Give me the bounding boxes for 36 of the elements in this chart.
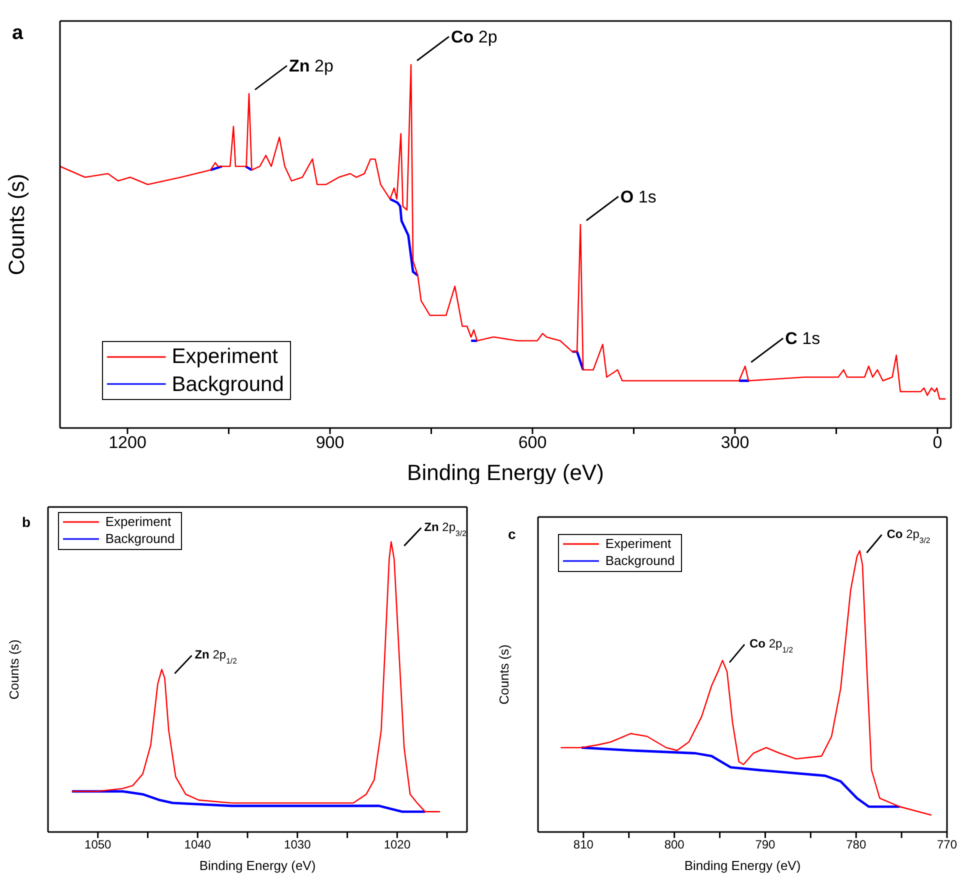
chart-title: b [22,514,31,530]
annotation: Zn 2p [289,56,334,76]
chart-title: c [508,526,516,542]
x-tick-label: 1030 [284,838,312,852]
annotation: Co 2p$_{3/2}$ [886,526,930,544]
x-tick-label: 1040 [184,838,212,852]
annotation: Co 2p [451,28,498,47]
legend-label: Experiment [172,344,278,370]
annotation: Zn 2p$_{1/2}$ [194,648,237,665]
legend-label: Experiment [605,536,672,553]
legend-label: Experiment [105,514,172,531]
x-tick-label: 900 [316,433,344,452]
y-axis-title: Counts (s) [496,644,512,704]
x-tick-label: 0 [932,433,942,452]
annotation: Zn 2p$_{3/2}$ [424,520,466,538]
y-axis-title: Counts (s) [4,174,30,276]
x-axis-title: Binding Energy (eV) [684,858,801,873]
x-tick-label: 1020 [384,838,411,852]
x-tick-label: 800 [664,838,685,852]
x-tick-label: 790 [755,838,776,852]
x-tick-label: 1050 [84,838,112,852]
x-tick-label: 810 [573,838,594,852]
annotation: C 1s [785,329,820,348]
y-axis-title: Counts (s) [6,640,22,700]
legend-label: Background [172,372,284,398]
x-axis-title: Binding Energy (eV) [199,858,316,873]
x-tick-label: 300 [720,433,750,452]
annotation: Co 2p$_{1/2}$ [750,636,794,654]
legend-label: Background [605,552,675,570]
chart-title: a [12,22,24,45]
x-tick-label: 1200 [108,433,146,452]
x-tick-label: 600 [518,433,547,452]
legend-label: Background [105,530,175,548]
x-tick-label: 770 [936,838,958,852]
x-tick-label: 780 [846,838,866,852]
annotation: O 1s [620,188,656,206]
